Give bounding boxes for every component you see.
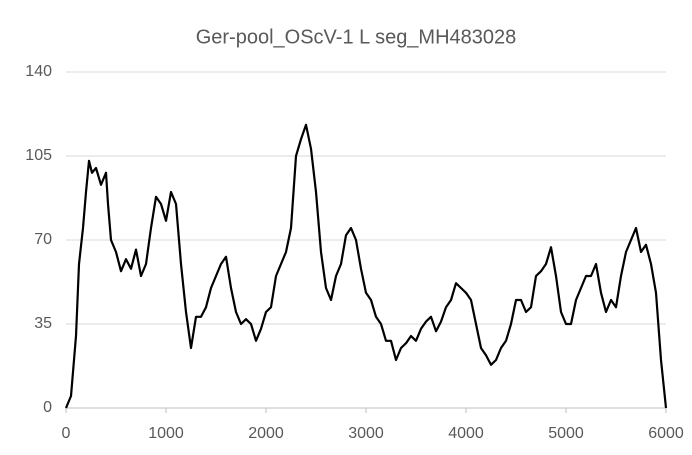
x-tick-label: 3000 — [348, 425, 384, 442]
x-tick-label: 1000 — [148, 425, 184, 442]
x-tick-label: 4000 — [448, 425, 484, 442]
x-tick-label: 5000 — [548, 425, 584, 442]
y-tick-label: 140 — [25, 63, 52, 80]
chart-title: Ger-pool_OScV-1 L seg_MH483028 — [196, 26, 517, 48]
x-tick-label: 0 — [62, 425, 71, 442]
y-tick-label: 105 — [25, 147, 52, 164]
y-tick-label: 35 — [34, 315, 52, 332]
line — [64, 123, 668, 409]
y-tick-label: 0 — [43, 399, 52, 416]
y-tick-label: 70 — [34, 231, 52, 248]
x-tick-label: 2000 — [248, 425, 284, 442]
x-tick-label: 6000 — [648, 425, 684, 442]
